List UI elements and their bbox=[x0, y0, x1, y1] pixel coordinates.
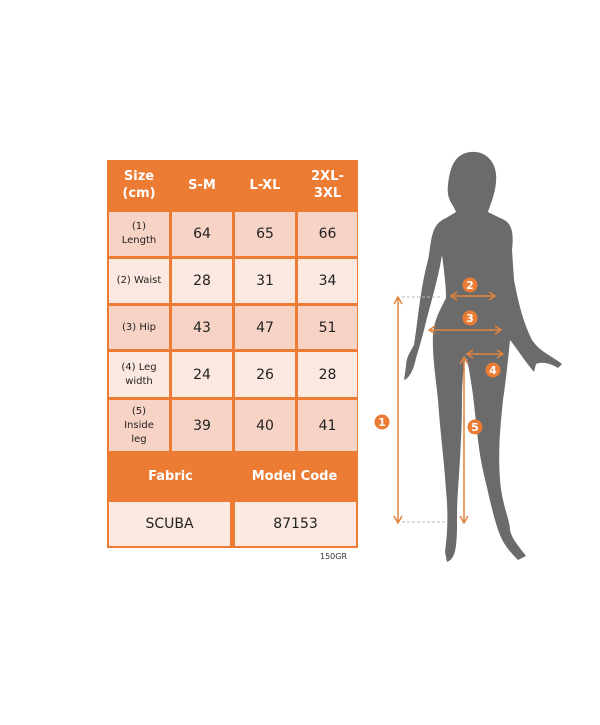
svg-text:5: 5 bbox=[471, 421, 479, 434]
size-value-cell: 51 bbox=[298, 306, 357, 349]
footer-header-cell: Model Code bbox=[251, 468, 338, 484]
row-label: (2) Waist bbox=[109, 259, 169, 303]
svg-text:3: 3 bbox=[466, 312, 474, 325]
size-value-cell: 41 bbox=[298, 400, 357, 451]
row-label: (5) Inside leg bbox=[109, 400, 169, 451]
size-value-cell: 65 bbox=[235, 212, 295, 256]
woman-silhouette bbox=[404, 151, 562, 562]
size-value-cell: 39 bbox=[172, 400, 232, 451]
measurement-marker-4: 4 bbox=[485, 362, 501, 378]
size-value-cell: 64 bbox=[172, 212, 232, 256]
footer-value-cell: 87153 bbox=[235, 502, 356, 546]
size-value-cell: 31 bbox=[235, 259, 295, 303]
header-cell: Size (cm) bbox=[122, 169, 156, 201]
row-label: (4) Leg width bbox=[109, 352, 169, 397]
footer-value-cell: SCUBA bbox=[109, 502, 230, 546]
size-value-cell: 66 bbox=[298, 212, 357, 256]
size-value-cell: 28 bbox=[172, 259, 232, 303]
size-value-cell: 43 bbox=[172, 306, 232, 349]
measurement-marker-1: 1 bbox=[374, 414, 390, 430]
row-label: (1) Length bbox=[109, 212, 169, 256]
header-cell: S-M bbox=[188, 177, 216, 193]
svg-text:2: 2 bbox=[466, 279, 474, 292]
size-value-cell: 34 bbox=[298, 259, 357, 303]
size-value-cell: 40 bbox=[235, 400, 295, 451]
svg-text:1: 1 bbox=[378, 416, 386, 429]
measurement-marker-2: 2 bbox=[462, 277, 478, 293]
svg-text:4: 4 bbox=[489, 364, 497, 377]
size-value-cell: 28 bbox=[298, 352, 357, 397]
fabric-weight-note: 150GR bbox=[320, 552, 348, 561]
measurement-marker-3: 3 bbox=[462, 310, 478, 326]
row-label: (3) Hip bbox=[109, 306, 169, 349]
size-value-cell: 24 bbox=[172, 352, 232, 397]
size-chart-table: Size (cm) S-M L-XL 2XL- 3XL (1) Length 64 65 66… bbox=[107, 160, 358, 548]
measurement-marker-5: 5 bbox=[467, 419, 483, 435]
size-value-cell: 47 bbox=[235, 306, 295, 349]
header-cell: 2XL- 3XL bbox=[311, 169, 344, 201]
size-value-cell: 26 bbox=[235, 352, 295, 397]
header-cell: L-XL bbox=[249, 177, 281, 193]
footer-header-cell: Fabric bbox=[148, 468, 193, 484]
measurement-arrows bbox=[393, 291, 505, 525]
